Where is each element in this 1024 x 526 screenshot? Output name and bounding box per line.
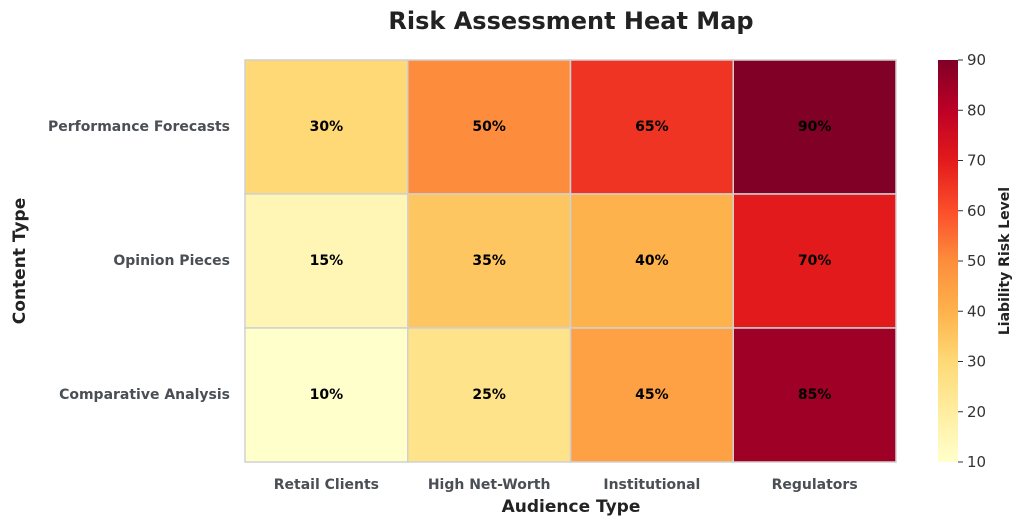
cell-value-label: 10% [310, 387, 344, 403]
y-axis-title: Content Type [10, 198, 30, 324]
colorbar-tick-label: 60 [967, 202, 986, 220]
colorbar-tick-label: 30 [967, 353, 986, 371]
heatmap-cells: 30% 50% 65% 90% 15% 35% 40% 70% 10% 25% 45% 85% [244, 59, 897, 463]
heatmap-cell-comparative-analysis-high-net-worth [407, 327, 572, 463]
heatmap-cell-performance-forecasts-institutional [569, 59, 734, 195]
colorbar [938, 60, 958, 462]
cell-value-label: 85% [798, 387, 832, 403]
colorbar-tick-label: 90 [967, 51, 986, 69]
cell-value-label: 50% [472, 119, 506, 135]
y-tick-label-comparative-analysis: Comparative Analysis [59, 387, 230, 403]
y-axis-ticks: Performance Forecasts Opinion Pieces Compa… [48, 119, 230, 403]
x-axis-title: Audience Type [502, 497, 641, 517]
heatmap-cell-comparative-analysis-regulators [732, 327, 897, 463]
colorbar-tick-label: 20 [967, 403, 986, 421]
cell-value-label: 25% [472, 387, 506, 403]
colorbar-ticks: 10 20 30 40 50 60 70 80 90 [958, 51, 986, 471]
heatmap-cell-comparative-analysis-retail-clients [244, 327, 409, 463]
x-tick-label-institutional: Institutional [603, 477, 700, 493]
colorbar-tick-label: 50 [967, 252, 986, 270]
cell-value-label: 90% [798, 119, 832, 135]
heatmap-cell-opinion-pieces-high-net-worth [407, 193, 572, 329]
x-axis-ticks: Retail Clients High Net-Worth Institutiona… [274, 477, 858, 493]
heatmap-cell-performance-forecasts-regulators [732, 59, 897, 195]
heatmap-cell-opinion-pieces-retail-clients [244, 193, 409, 329]
heatmap-cell-performance-forecasts-retail-clients [244, 59, 409, 195]
x-tick-label-high-net-worth: High Net-Worth [428, 477, 551, 493]
y-tick-label-opinion-pieces: Opinion Pieces [113, 253, 230, 269]
colorbar-tick-label: 70 [967, 152, 986, 170]
heatmap-cell-opinion-pieces-regulators [732, 193, 897, 329]
cell-value-label: 35% [472, 253, 506, 269]
colorbar-label: Liability Risk Level [997, 187, 1013, 335]
colorbar-tick-label: 10 [967, 453, 986, 471]
cell-value-label: 30% [310, 119, 344, 135]
colorbar-tick-label: 40 [967, 302, 986, 320]
cell-value-label: 45% [635, 387, 669, 403]
cell-value-label: 70% [798, 253, 832, 269]
cell-value-label: 40% [635, 253, 669, 269]
x-tick-label-regulators: Regulators [772, 477, 858, 493]
cell-value-label: 15% [310, 253, 344, 269]
chart-title: Risk Assessment Heat Map [388, 7, 753, 35]
heatmap-cell-performance-forecasts-high-net-worth [407, 59, 572, 195]
colorbar-tick-label: 80 [967, 101, 986, 119]
x-tick-label-retail-clients: Retail Clients [274, 477, 379, 493]
y-tick-label-performance-forecasts: Performance Forecasts [48, 119, 230, 135]
cell-value-label: 65% [635, 119, 669, 135]
